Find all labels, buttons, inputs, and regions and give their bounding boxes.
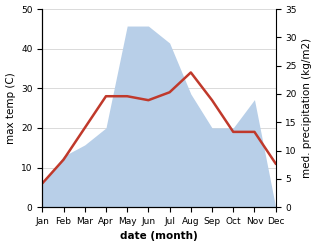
Y-axis label: max temp (C): max temp (C) <box>5 72 16 144</box>
Y-axis label: med. precipitation (kg/m2): med. precipitation (kg/m2) <box>302 38 313 178</box>
X-axis label: date (month): date (month) <box>120 231 198 242</box>
